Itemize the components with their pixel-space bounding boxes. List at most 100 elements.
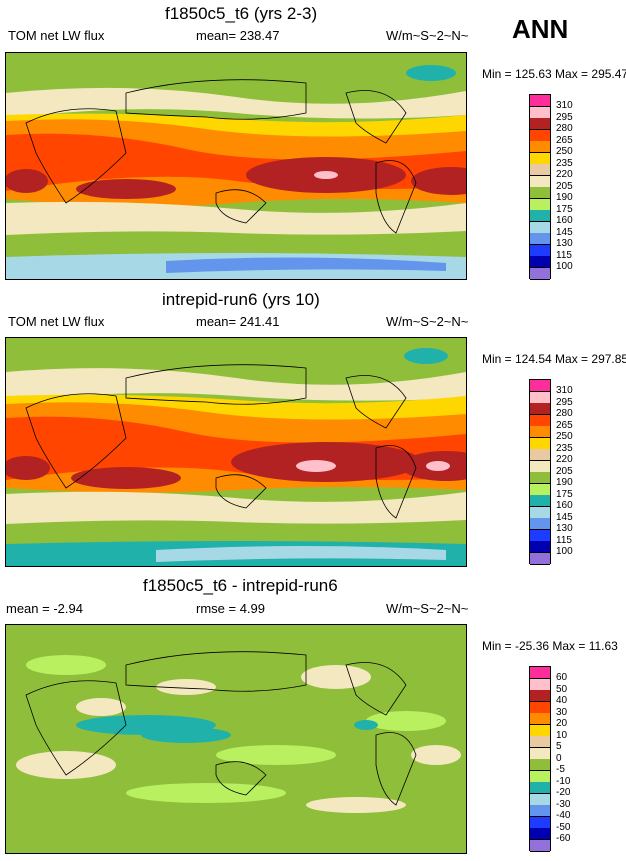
legend-label: 190 [556,192,573,203]
legend-swatch [530,152,550,165]
legend-label: 205 [556,181,573,192]
legend-swatch [530,437,550,450]
panel-2-mean-label: mean= 241.41 [196,314,280,329]
panel-2-units-label: W/m~S~2~N~ [386,314,469,329]
legend-swatch [530,713,550,725]
legend-swatch [530,403,550,415]
legend-label: 130 [556,523,573,534]
legend-swatch [530,210,550,222]
legend-swatch [530,793,550,806]
legend-label: 310 [556,100,573,111]
legend-swatch [530,244,550,257]
legend-swatch [530,198,550,211]
legend-swatch [530,678,550,691]
panel-1-left-label: TOM net LW flux [8,28,105,43]
panel-3-minmax: Min = -25.36 Max = 11.63 [482,639,618,653]
panel-2-minmax: Min = 124.54 Max = 297.85 [482,352,626,366]
legend-label: 250 [556,146,573,157]
legend-swatch [530,233,550,245]
legend-label: 310 [556,385,573,396]
legend-swatch [530,483,550,496]
legend-label: 115 [556,250,572,261]
panel-3-units-label: W/m~S~2~N~ [386,601,469,616]
legend-label: 220 [556,169,573,180]
panel-3-map-svg [6,625,466,853]
legend-swatch [530,805,550,817]
panel-1-map [5,52,467,280]
legend-swatch [530,267,550,280]
panel-2-legend [529,379,551,565]
legend-label: -60 [556,833,571,844]
legend-label: -5 [556,764,565,775]
legend-swatch [530,187,550,199]
legend-label: -30 [556,799,571,810]
legend-label: 30 [556,707,568,718]
legend-label: 145 [556,227,573,238]
panel-3-legend [529,666,551,852]
legend-swatch [530,414,550,427]
legend-swatch [530,495,550,507]
legend-label: -10 [556,776,571,787]
legend-swatch [530,256,550,268]
legend-swatch [530,95,550,107]
legend-label: 130 [556,238,573,249]
legend-label: 10 [556,730,568,741]
legend-swatch [530,839,550,852]
legend-swatch [530,175,550,188]
panel-2-map [5,337,467,567]
legend-swatch [530,106,550,119]
legend-label: 205 [556,466,573,477]
legend-label: 60 [556,672,568,683]
legend-label: 295 [556,397,573,408]
legend-label: 175 [556,204,573,215]
legend-swatch [530,816,550,829]
legend-label: 235 [556,443,573,454]
legend-label: 190 [556,477,573,488]
legend-swatch [530,759,550,771]
legend-swatch [530,164,550,176]
legend-swatch [530,529,550,542]
panel-1-minmax: Min = 125.63 Max = 295.47 [482,67,626,81]
legend-swatch [530,782,550,794]
legend-label: 250 [556,431,573,442]
legend-label: 145 [556,512,573,523]
legend-swatch [530,828,550,840]
legend-swatch [530,541,550,553]
legend-swatch [530,667,550,679]
legend-swatch [530,552,550,565]
legend-label: 40 [556,695,568,706]
panel-1-map-svg [6,53,466,279]
legend-label: 295 [556,112,573,123]
panel-1-mean-label: mean= 238.47 [196,28,280,43]
legend-swatch [530,141,550,153]
legend-label: 160 [556,215,573,226]
legend-label: 280 [556,408,573,419]
legend-swatch [530,690,550,702]
legend-label: -20 [556,787,571,798]
legend-label: 5 [556,741,562,752]
legend-swatch [530,460,550,473]
legend-swatch [530,391,550,404]
legend-label: 50 [556,684,568,695]
season-label: ANN [512,14,569,44]
legend-swatch [530,380,550,392]
panel-2-title: intrepid-run6 (yrs 10) [162,290,320,309]
legend-swatch [530,449,550,461]
legend-label: 100 [556,261,573,272]
legend-label: 0 [556,753,562,764]
legend-label: 280 [556,123,573,134]
legend-label: 20 [556,718,568,729]
legend-swatch [530,747,550,760]
legend-label: 100 [556,546,573,557]
legend-label: 160 [556,500,573,511]
legend-swatch [530,426,550,438]
legend-swatch [530,129,550,142]
legend-swatch [530,770,550,783]
legend-label: 175 [556,489,573,500]
legend-label: -40 [556,810,571,821]
legend-swatch [530,518,550,530]
legend-swatch [530,221,550,234]
panel-3-map [5,624,467,854]
legend-label: 115 [556,535,572,546]
panel-1-legend [529,94,551,280]
